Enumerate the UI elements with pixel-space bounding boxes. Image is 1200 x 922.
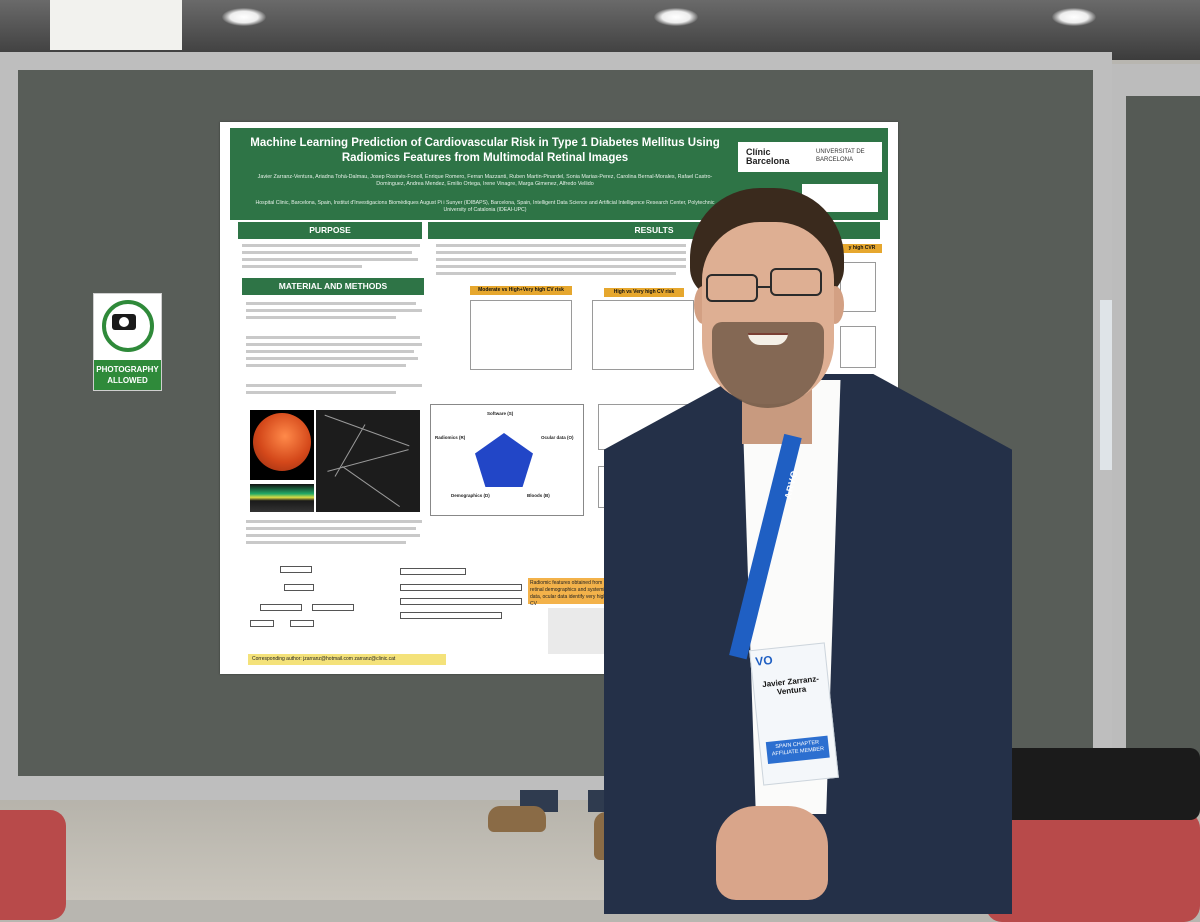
pentagon-label-software: Software (S) <box>487 411 514 416</box>
adjacent-poster-strip <box>1100 300 1112 470</box>
flowchart-box <box>400 612 502 619</box>
presenter-smile <box>748 333 788 345</box>
corresponding-author-bar: Corresponding author: jzarranz@hotmail.c… <box>248 654 446 665</box>
text-line <box>246 336 420 339</box>
adjacent-board <box>1126 96 1200 770</box>
auc-chart-left <box>470 300 572 370</box>
clinic-barcelona-logo: Clínic Barcelona <box>746 147 790 166</box>
auc-chart-far-right <box>840 262 876 312</box>
presenter-hands <box>716 806 828 900</box>
text-line <box>436 258 686 261</box>
poster-affiliations: Hospital Clinic, Barcelona, Spain, Insti… <box>255 200 715 213</box>
flowchart-box <box>250 620 274 627</box>
octa-image <box>316 410 420 512</box>
chart-tag-high: High vs Very high CV risk <box>604 288 684 297</box>
related-paper-box <box>548 608 614 654</box>
text-line <box>242 251 412 254</box>
pentagon-shape <box>475 433 533 487</box>
flowchart-box <box>284 584 314 591</box>
ceiling <box>0 0 1200 60</box>
text-line <box>242 244 420 247</box>
methods-heading: MATERIAL AND METHODS <box>242 278 424 295</box>
university-barcelona-logo: UNIVERSITAT DE BARCELONA <box>816 149 865 163</box>
text-line <box>246 534 420 537</box>
pentagon-label-demographics: Demographics (D) <box>451 493 490 498</box>
neighbor-poster-edge <box>50 0 182 50</box>
pentagon-label-ocular: Ocular data (O) <box>541 435 574 440</box>
text-line <box>246 391 396 394</box>
badge-name: Javier Zarranz-Ventura <box>761 674 820 697</box>
glasses-icon <box>770 268 822 296</box>
flowchart-box <box>400 598 522 605</box>
text-line <box>246 364 406 367</box>
data-groups-diagram: Software (S) Radiomics (R) Ocular data (… <box>430 404 584 516</box>
photography-allowed-sign: PHOTOGRAPHY ALLOWED <box>93 293 162 391</box>
flowchart-box <box>400 568 466 575</box>
text-line <box>436 265 686 268</box>
text-line <box>242 265 362 268</box>
fundus-photograph <box>250 410 314 480</box>
pentagon-label-radiomics: Radiomics (R) <box>435 435 466 440</box>
text-line <box>246 541 406 544</box>
text-line <box>246 343 422 346</box>
chart-tag-moderate: Moderate vs High+Very high CV risk <box>470 286 572 295</box>
oct-scan-image <box>250 484 314 512</box>
purpose-heading: PURPOSE <box>238 222 422 239</box>
text-line <box>436 272 676 275</box>
text-line <box>246 520 422 523</box>
flowchart-box <box>280 566 312 573</box>
text-line <box>436 244 686 247</box>
chart-tag-very-high: y high CVR <box>842 244 882 253</box>
text-line <box>246 350 414 353</box>
text-line <box>246 302 416 305</box>
poster-authors: Javier Zarranz-Ventura, Ariadna Tohà-Dal… <box>257 174 713 187</box>
chair <box>0 810 66 920</box>
text-line <box>246 316 396 319</box>
text-line <box>436 251 686 254</box>
text-line <box>246 527 416 530</box>
text-line <box>246 357 418 360</box>
text-line <box>246 384 422 387</box>
flowchart-box <box>312 604 354 611</box>
photography-allowed-label: PHOTOGRAPHY ALLOWED <box>94 360 161 390</box>
glasses-icon <box>706 274 758 302</box>
name-badge: VO Javier Zarranz-Ventura SPAIN CHAPTER … <box>749 642 839 786</box>
text-line <box>246 309 422 312</box>
glasses-bridge <box>756 286 770 288</box>
institution-logos: Clínic Barcelona UNIVERSITAT DE BARCELON… <box>738 142 882 172</box>
poster-header: Machine Learning Prediction of Cardiovas… <box>230 128 888 220</box>
camera-icon <box>102 300 154 352</box>
chair <box>986 812 1200 922</box>
pentagon-label-bloods: Bloods (B) <box>527 493 550 498</box>
flowchart-box <box>260 604 302 611</box>
flowchart-box <box>290 620 314 627</box>
badge-membership: SPAIN CHAPTER AFFILIATE MEMBER <box>765 735 830 764</box>
ceiling-light <box>222 8 266 26</box>
badge-org-logo: VO <box>754 652 774 669</box>
text-line <box>242 258 418 261</box>
conclusion-box: Radiomic features obtained from retinal … <box>528 578 614 607</box>
shoe <box>488 806 546 832</box>
auc-chart-right <box>592 300 694 370</box>
jacket-on-chair <box>980 748 1200 820</box>
roc-chart <box>840 326 876 368</box>
poster-title: Machine Learning Prediction of Cardiovas… <box>250 137 720 164</box>
ceiling-light <box>654 8 698 26</box>
ceiling-light <box>1052 8 1096 26</box>
flowchart-box <box>400 584 522 591</box>
